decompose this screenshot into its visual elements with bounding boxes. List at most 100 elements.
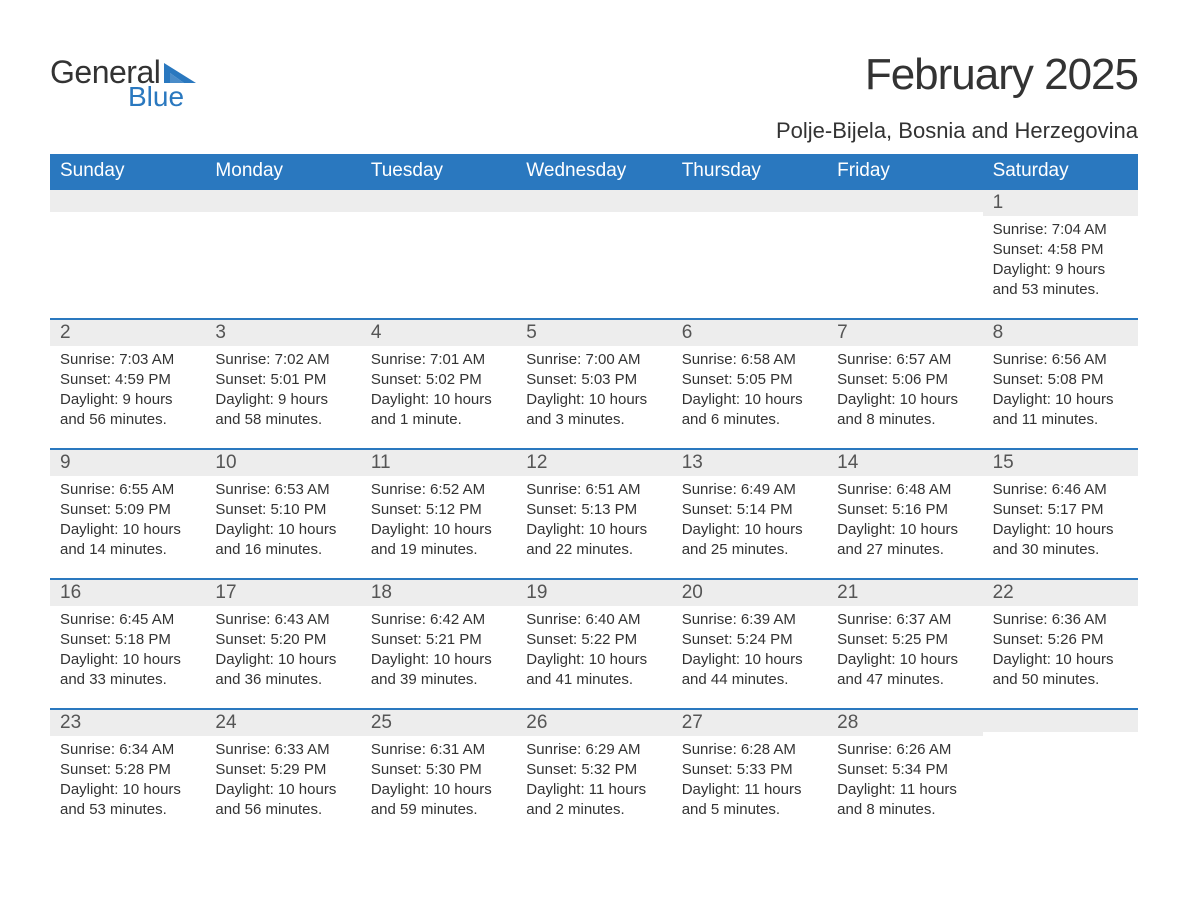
sunrise-text: Sunrise: 6:51 AM [526, 480, 661, 500]
day-number: 24 [205, 710, 360, 736]
dow-monday: Monday [205, 154, 360, 190]
day-details: Sunrise: 6:26 AMSunset: 5:34 PMDaylight:… [827, 736, 982, 826]
sunset-text: Sunset: 5:02 PM [371, 370, 506, 390]
sunset-text: Sunset: 5:33 PM [682, 760, 817, 780]
day-details: Sunrise: 6:53 AMSunset: 5:10 PMDaylight:… [205, 476, 360, 566]
day-number [516, 190, 671, 212]
sunrise-text: Sunrise: 7:04 AM [993, 220, 1128, 240]
day-number [361, 190, 516, 212]
day-cell: 4Sunrise: 7:01 AMSunset: 5:02 PMDaylight… [361, 320, 516, 448]
sunrise-text: Sunrise: 6:26 AM [837, 740, 972, 760]
day-number: 16 [50, 580, 205, 606]
sunset-text: Sunset: 5:01 PM [215, 370, 350, 390]
sunrise-text: Sunrise: 6:55 AM [60, 480, 195, 500]
sunset-text: Sunset: 5:03 PM [526, 370, 661, 390]
day-details: Sunrise: 6:48 AMSunset: 5:16 PMDaylight:… [827, 476, 982, 566]
daylight-text: Daylight: 10 hours and 36 minutes. [215, 650, 350, 690]
day-number: 19 [516, 580, 671, 606]
day-number: 5 [516, 320, 671, 346]
daylight-text: Daylight: 10 hours and 6 minutes. [682, 390, 817, 430]
sunset-text: Sunset: 5:12 PM [371, 500, 506, 520]
sunset-text: Sunset: 5:34 PM [837, 760, 972, 780]
day-details: Sunrise: 6:51 AMSunset: 5:13 PMDaylight:… [516, 476, 671, 566]
sunset-text: Sunset: 5:24 PM [682, 630, 817, 650]
daylight-text: Daylight: 10 hours and 22 minutes. [526, 520, 661, 560]
sunrise-text: Sunrise: 6:40 AM [526, 610, 661, 630]
daylight-text: Daylight: 10 hours and 56 minutes. [215, 780, 350, 820]
day-cell: 23Sunrise: 6:34 AMSunset: 5:28 PMDayligh… [50, 710, 205, 838]
day-number: 25 [361, 710, 516, 736]
sunrise-text: Sunrise: 6:46 AM [993, 480, 1128, 500]
dow-saturday: Saturday [983, 154, 1138, 190]
day-details: Sunrise: 6:57 AMSunset: 5:06 PMDaylight:… [827, 346, 982, 436]
day-cell: 15Sunrise: 6:46 AMSunset: 5:17 PMDayligh… [983, 450, 1138, 578]
dow-tuesday: Tuesday [361, 154, 516, 190]
sunrise-text: Sunrise: 6:56 AM [993, 350, 1128, 370]
day-cell: 12Sunrise: 6:51 AMSunset: 5:13 PMDayligh… [516, 450, 671, 578]
sunrise-text: Sunrise: 6:43 AM [215, 610, 350, 630]
daylight-text: Daylight: 10 hours and 47 minutes. [837, 650, 972, 690]
day-number: 10 [205, 450, 360, 476]
sunset-text: Sunset: 5:25 PM [837, 630, 972, 650]
sunrise-text: Sunrise: 6:58 AM [682, 350, 817, 370]
day-cell: 9Sunrise: 6:55 AMSunset: 5:09 PMDaylight… [50, 450, 205, 578]
day-cell: 19Sunrise: 6:40 AMSunset: 5:22 PMDayligh… [516, 580, 671, 708]
day-cell: 24Sunrise: 6:33 AMSunset: 5:29 PMDayligh… [205, 710, 360, 838]
day-cell: 25Sunrise: 6:31 AMSunset: 5:30 PMDayligh… [361, 710, 516, 838]
sunrise-text: Sunrise: 6:45 AM [60, 610, 195, 630]
sunrise-text: Sunrise: 6:52 AM [371, 480, 506, 500]
day-cell: 10Sunrise: 6:53 AMSunset: 5:10 PMDayligh… [205, 450, 360, 578]
day-of-week-header: Sunday Monday Tuesday Wednesday Thursday… [50, 154, 1138, 190]
day-cell: 1Sunrise: 7:04 AMSunset: 4:58 PMDaylight… [983, 190, 1138, 318]
logo-text-blue: Blue [128, 81, 184, 113]
day-cell: 2Sunrise: 7:03 AMSunset: 4:59 PMDaylight… [50, 320, 205, 448]
calendar-grid: Sunday Monday Tuesday Wednesday Thursday… [50, 154, 1138, 838]
day-details: Sunrise: 7:03 AMSunset: 4:59 PMDaylight:… [50, 346, 205, 436]
day-cell: 22Sunrise: 6:36 AMSunset: 5:26 PMDayligh… [983, 580, 1138, 708]
day-number: 18 [361, 580, 516, 606]
dow-sunday: Sunday [50, 154, 205, 190]
day-details: Sunrise: 7:00 AMSunset: 5:03 PMDaylight:… [516, 346, 671, 436]
day-details: Sunrise: 6:29 AMSunset: 5:32 PMDaylight:… [516, 736, 671, 826]
sunset-text: Sunset: 5:32 PM [526, 760, 661, 780]
sunrise-text: Sunrise: 6:57 AM [837, 350, 972, 370]
week-row: 2Sunrise: 7:03 AMSunset: 4:59 PMDaylight… [50, 318, 1138, 448]
day-cell: 13Sunrise: 6:49 AMSunset: 5:14 PMDayligh… [672, 450, 827, 578]
daylight-text: Daylight: 10 hours and 11 minutes. [993, 390, 1128, 430]
day-number: 14 [827, 450, 982, 476]
sunset-text: Sunset: 5:22 PM [526, 630, 661, 650]
sunrise-text: Sunrise: 6:53 AM [215, 480, 350, 500]
sunset-text: Sunset: 5:18 PM [60, 630, 195, 650]
day-details: Sunrise: 6:46 AMSunset: 5:17 PMDaylight:… [983, 476, 1138, 566]
day-cell: 11Sunrise: 6:52 AMSunset: 5:12 PMDayligh… [361, 450, 516, 578]
day-cell: 5Sunrise: 7:00 AMSunset: 5:03 PMDaylight… [516, 320, 671, 448]
day-details: Sunrise: 6:40 AMSunset: 5:22 PMDaylight:… [516, 606, 671, 696]
day-number: 27 [672, 710, 827, 736]
daylight-text: Daylight: 10 hours and 27 minutes. [837, 520, 972, 560]
dow-wednesday: Wednesday [516, 154, 671, 190]
day-number: 17 [205, 580, 360, 606]
day-cell: 27Sunrise: 6:28 AMSunset: 5:33 PMDayligh… [672, 710, 827, 838]
day-cell: 6Sunrise: 6:58 AMSunset: 5:05 PMDaylight… [672, 320, 827, 448]
sunset-text: Sunset: 4:59 PM [60, 370, 195, 390]
day-cell: 7Sunrise: 6:57 AMSunset: 5:06 PMDaylight… [827, 320, 982, 448]
week-row: 1Sunrise: 7:04 AMSunset: 4:58 PMDaylight… [50, 190, 1138, 318]
day-details: Sunrise: 7:02 AMSunset: 5:01 PMDaylight:… [205, 346, 360, 436]
daylight-text: Daylight: 11 hours and 5 minutes. [682, 780, 817, 820]
calendar-page: General Blue February 2025 Polje-Bijela,… [0, 0, 1188, 878]
day-number: 4 [361, 320, 516, 346]
day-number [50, 190, 205, 212]
sunrise-text: Sunrise: 7:02 AM [215, 350, 350, 370]
daylight-text: Daylight: 10 hours and 39 minutes. [371, 650, 506, 690]
logo-triangle-icon [164, 61, 198, 83]
week-row: 23Sunrise: 6:34 AMSunset: 5:28 PMDayligh… [50, 708, 1138, 838]
day-number: 20 [672, 580, 827, 606]
day-number: 8 [983, 320, 1138, 346]
day-cell [205, 190, 360, 318]
day-details: Sunrise: 6:55 AMSunset: 5:09 PMDaylight:… [50, 476, 205, 566]
sunrise-text: Sunrise: 6:31 AM [371, 740, 506, 760]
daylight-text: Daylight: 10 hours and 41 minutes. [526, 650, 661, 690]
sunrise-text: Sunrise: 6:42 AM [371, 610, 506, 630]
day-details: Sunrise: 7:01 AMSunset: 5:02 PMDaylight:… [361, 346, 516, 436]
logo: General Blue [50, 54, 198, 113]
